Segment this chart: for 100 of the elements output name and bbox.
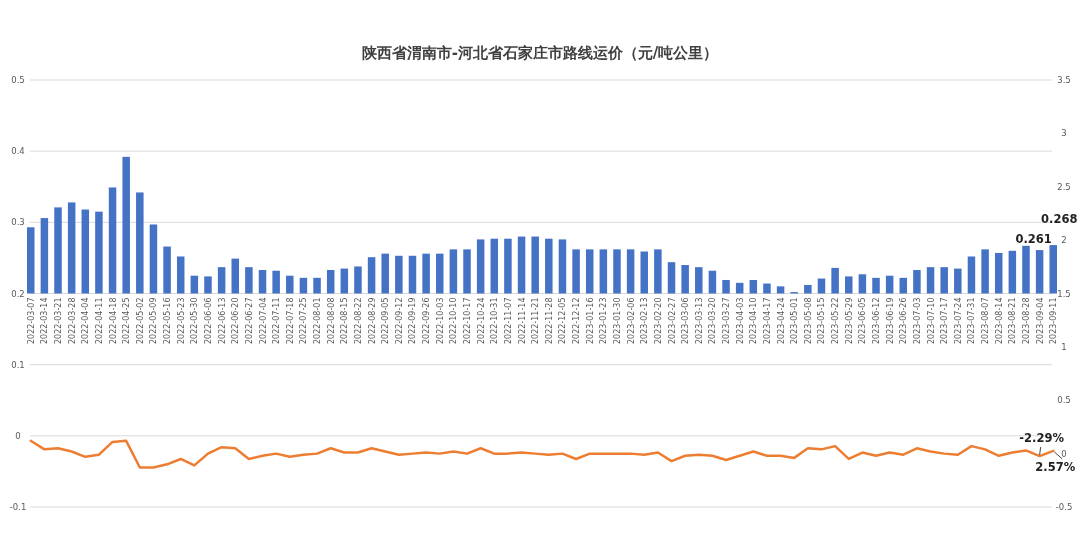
x-tick-label: 2022-04-04: [81, 297, 91, 344]
bar: [136, 192, 144, 294]
x-tick-label: 2022-10-24: [476, 297, 486, 344]
bar: [940, 267, 948, 294]
x-tick-label: 2023-04-03: [735, 297, 745, 344]
x-tick-label: 2023-01-16: [585, 297, 595, 344]
x-tick-label: 2022-09-05: [381, 297, 391, 344]
bar: [776, 286, 785, 294]
bar: [899, 277, 908, 294]
x-tick-label: 2023-06-19: [885, 297, 895, 344]
x-tick-label: 2022-04-25: [122, 297, 132, 344]
bar: [231, 258, 239, 294]
y2-tick-label: 2: [1061, 235, 1067, 246]
bar: [954, 268, 962, 294]
bar: [1049, 245, 1057, 294]
bar: [1008, 250, 1017, 294]
bar: [367, 257, 376, 294]
x-tick-label: 2023-07-17: [940, 297, 950, 344]
x-tick-label: 2022-05-23: [176, 297, 186, 344]
x-tick-label: 2022-05-16: [163, 297, 173, 344]
bar: [572, 249, 580, 294]
x-tick-label: 2023-05-22: [831, 297, 841, 344]
x-tick-label: 2022-07-11: [272, 297, 282, 344]
x-tick-label: 2022-05-30: [190, 297, 200, 344]
x-tick-label: 2023-03-13: [694, 297, 704, 344]
y2-tick-label: 0.5: [1057, 395, 1071, 406]
bar: [67, 202, 76, 294]
bar: [313, 277, 321, 294]
x-tick-label: 2022-09-12: [394, 297, 404, 344]
bar: [613, 249, 621, 294]
y-tick-label: -0.1: [9, 502, 27, 512]
bar: [708, 270, 717, 294]
bar: [326, 270, 335, 294]
y2-tick-label: -0.5: [1055, 502, 1073, 512]
bar: [463, 249, 471, 294]
x-tick-label: 2022-08-29: [367, 297, 377, 344]
bar: [885, 275, 894, 294]
bar: [517, 236, 526, 294]
y2-tick-label: 2.5: [1057, 181, 1071, 192]
bar: [299, 277, 308, 294]
x-tick-label: 2023-08-28: [1021, 297, 1031, 344]
bar: [54, 207, 62, 294]
x-tick-label: 2023-03-27: [722, 297, 732, 344]
bar: [27, 227, 35, 294]
x-tick-label: 2023-09-11: [1049, 297, 1059, 344]
bar: [504, 238, 512, 294]
x-tick-label: 2023-05-08: [803, 297, 813, 344]
bar: [599, 249, 608, 294]
bar: [476, 239, 485, 294]
bar: [449, 249, 458, 294]
x-tick-label: 2022-08-15: [340, 297, 350, 344]
y-tick-label: 0: [15, 430, 21, 441]
y-tick-label: 0.3: [11, 217, 25, 228]
bar: [258, 270, 267, 294]
x-tick-label: 2023-04-17: [762, 297, 772, 344]
x-tick-label: 2022-05-09: [149, 297, 159, 344]
x-tick-label: 2023-06-26: [899, 297, 909, 344]
x-tick-label: 2023-05-29: [844, 297, 854, 344]
y2-tick-label: 3.5: [1057, 75, 1071, 85]
x-tick-label: 2022-11-21: [531, 297, 541, 344]
bar: [804, 284, 812, 294]
bar: [585, 249, 594, 294]
bar: [845, 276, 853, 294]
bar: [831, 267, 839, 294]
bar: [735, 282, 744, 294]
bar: [695, 267, 703, 294]
x-tick-label: 2022-04-11: [94, 297, 104, 344]
chart-title: 陕西省渭南市-河北省石家庄市路线运价（元/吨公里）: [361, 44, 719, 62]
x-tick-label: 2022-03-28: [67, 297, 77, 344]
x-tick-label: 2022-06-27: [244, 297, 254, 344]
bar: [163, 246, 171, 294]
x-tick-label: 2023-01-30: [612, 297, 622, 344]
bar: [749, 279, 758, 294]
bar: [190, 275, 199, 294]
bar: [40, 218, 49, 294]
bar: [286, 275, 294, 294]
bar: [913, 270, 921, 294]
bar: [994, 252, 1003, 294]
x-tick-label: 2022-03-21: [54, 297, 64, 344]
x-tick-label: 2022-10-31: [490, 297, 500, 344]
data-label: 2.57%: [1035, 459, 1076, 474]
bar: [108, 187, 117, 294]
x-tick-label: 2022-04-18: [108, 297, 118, 344]
x-tick-label: 2022-09-19: [408, 297, 418, 344]
bar: [149, 224, 158, 294]
x-tick-label: 2023-05-15: [817, 297, 827, 344]
x-tick-label: 2022-09-26: [422, 297, 432, 344]
bar: [395, 255, 403, 294]
bar: [1035, 250, 1044, 294]
x-tick-label: 2023-02-27: [667, 297, 677, 344]
x-tick-label: 2023-07-24: [953, 297, 963, 344]
x-tick-label: 2023-06-12: [872, 297, 882, 344]
data-label: 0.268: [1041, 212, 1078, 227]
bar: [763, 283, 771, 294]
x-tick-label: 2023-04-24: [776, 297, 786, 344]
x-tick-label: 2022-12-12: [572, 297, 582, 344]
bar: [436, 253, 444, 294]
bar: [531, 236, 539, 294]
x-tick-label: 2023-02-13: [640, 297, 650, 344]
x-tick-label: 2022-03-07: [26, 297, 36, 344]
